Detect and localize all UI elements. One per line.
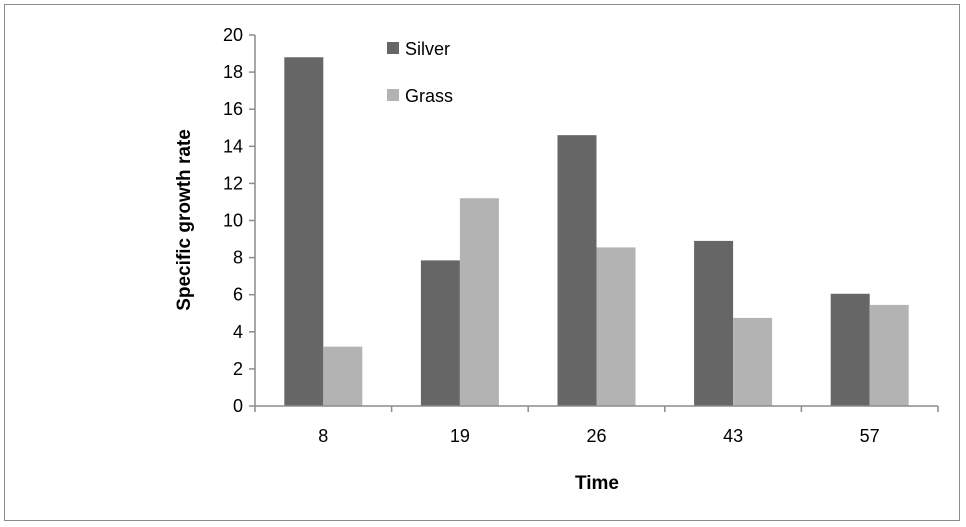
bar-silver-57 <box>830 293 870 406</box>
x-tick-label: 57 <box>860 426 880 446</box>
y-tick-label: 12 <box>223 173 243 193</box>
bar-silver-26 <box>557 135 597 407</box>
x-tick-label: 8 <box>318 426 328 446</box>
x-tick-label: 43 <box>723 426 743 446</box>
bar-grass-43 <box>733 317 773 406</box>
y-tick-label: 14 <box>223 136 243 156</box>
x-tick-label: 26 <box>586 426 606 446</box>
bar-silver-19 <box>420 260 460 406</box>
legend: Silver Grass <box>387 39 453 106</box>
y-tick-label: 0 <box>233 396 243 416</box>
y-tick-label: 6 <box>233 285 243 305</box>
bar-grass-26 <box>596 247 636 406</box>
y-tick-label: 8 <box>233 248 243 268</box>
bar-grass-8 <box>323 346 363 406</box>
x-tick-label: 19 <box>450 426 470 446</box>
bar-grass-19 <box>459 198 499 406</box>
bar-silver-43 <box>694 240 734 406</box>
y-tick-label: 4 <box>233 322 243 342</box>
x-ticks-group: 8 19 26 43 57 <box>254 406 939 446</box>
bars-group <box>284 57 909 407</box>
y-axis-title: Specific growth rate <box>174 129 195 311</box>
y-tick-label: 10 <box>223 211 243 231</box>
bar-silver-8 <box>284 57 324 406</box>
legend-swatch-grass <box>387 89 399 101</box>
y-tick-label: 18 <box>223 62 243 82</box>
legend-label-grass: Grass <box>405 86 453 106</box>
legend-label-silver: Silver <box>405 39 450 59</box>
legend-swatch-silver <box>387 42 399 54</box>
y-tick-label: 20 <box>223 25 243 45</box>
y-ticks-group: 0 2 4 6 8 10 12 14 16 18 20 <box>223 25 255 416</box>
y-tick-label: 16 <box>223 99 243 119</box>
y-tick-label: 2 <box>233 359 243 379</box>
bar-grass-57 <box>869 304 909 406</box>
x-axis-title: Time <box>575 473 619 494</box>
